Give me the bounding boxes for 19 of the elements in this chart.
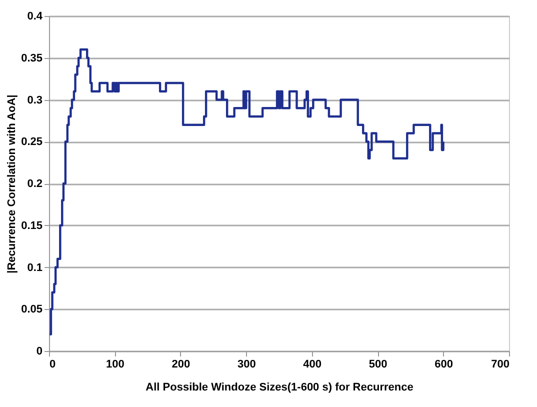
x-tick-label: 400 <box>303 358 322 370</box>
x-tick-label: 200 <box>172 358 190 370</box>
y-tick-label: 0.1 <box>27 262 42 274</box>
x-tick-label: 100 <box>106 358 124 370</box>
y-tick-label: 0.15 <box>21 220 42 232</box>
y-tick-label: 0.35 <box>21 52 42 64</box>
x-tick-label: 700 <box>491 358 510 370</box>
y-tick-label: 0 <box>36 346 42 358</box>
y-axis-title: |Recurrence Correlation with AoA| <box>6 94 18 274</box>
y-tick-label: 0.4 <box>27 10 44 22</box>
y-tick-label: 0.05 <box>21 304 42 316</box>
x-tick-label: 300 <box>237 358 256 370</box>
y-tick-label: 0.3 <box>27 94 42 106</box>
x-tick-label: 600 <box>434 358 453 370</box>
x-tick-label: 500 <box>368 358 388 370</box>
x-tick-label: 0 <box>50 358 56 370</box>
y-tick-label: 0.25 <box>21 136 42 148</box>
y-tick-label: 0.2 <box>27 178 42 190</box>
x-axis-title: All Possible Windoze Sizes(1-600 s) for Recurrence <box>146 382 414 394</box>
